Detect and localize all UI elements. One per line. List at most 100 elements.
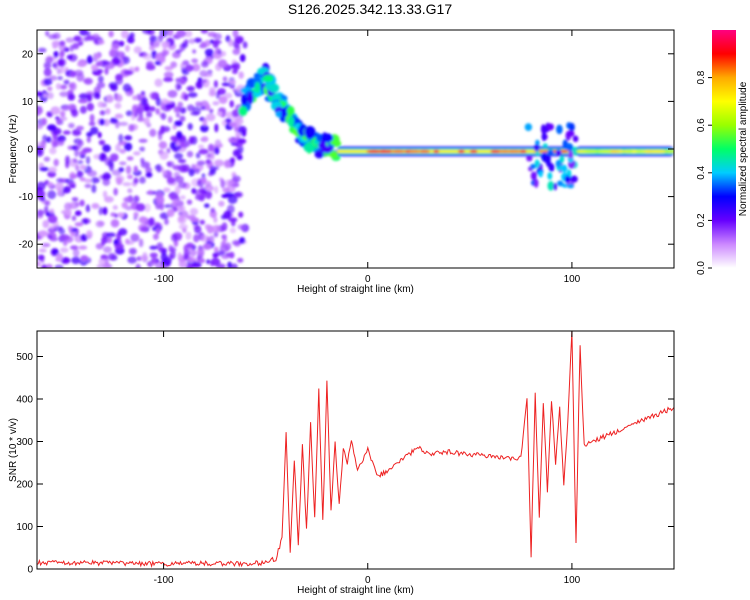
heatmap-cell [119,148,126,154]
heatmap-cell [213,230,219,238]
heatmap-cell [114,102,122,109]
heatmap-cell [533,144,540,152]
heatmap-cell [143,117,150,125]
heatmap-cell [262,74,274,83]
heatmap-cell [228,217,238,223]
heatmap-cell [205,259,211,265]
heatmap-cell [218,200,225,207]
heatmap-cell [189,207,199,216]
heatmap-cell [213,146,220,155]
heatmap-cell [230,263,238,268]
heatmap-cell [170,196,181,202]
snr-y-tick-label: 200 [16,480,33,491]
heatmap-cell [54,182,64,192]
heatmap-cell [38,248,47,253]
heatmap-cell [64,202,72,211]
heatmap-cell [85,230,93,239]
heatmap-cell [108,49,117,58]
heatmap-cell [178,215,185,223]
heatmap-cell [145,64,156,71]
heatmap-cell [237,224,245,230]
heatmap-cell [45,56,54,64]
heatmap-cell [609,149,620,153]
heatmap-cell [227,195,238,204]
heatmap-cell [89,113,95,123]
heatmap-cell [585,149,599,153]
heatmap-cell [44,200,51,207]
heatmap-cell [166,147,171,154]
heatmap-cell [560,164,568,173]
heatmap-cell [231,239,242,246]
heatmap-cell [222,76,228,82]
heatmap-cell [172,199,179,205]
heatmap-cell [218,143,223,148]
snr-x-tick-label: 100 [564,575,581,586]
heatmap-cell [96,264,107,268]
heatmap-cell [145,111,153,118]
heatmap-cell [163,204,173,209]
heatmap-cell [159,151,169,160]
heatmap-cell [135,107,144,115]
heatmap-cell [75,201,80,208]
heatmap-cell [78,98,88,104]
heatmap-cell [176,30,186,38]
heatmap-cell [210,151,215,161]
heatmap-cell [214,123,219,133]
heatmap-cell [161,257,172,266]
heatmap-cell [75,164,80,172]
heatmap-cell [190,111,200,116]
heatmap-cell [174,175,184,184]
heatmap-cell [175,112,181,118]
heatmap-cell [86,30,91,37]
heatmap-cell [107,159,114,168]
heatmap-cell [555,159,561,168]
heatmap-cell [45,30,50,37]
heatmap-cell [46,181,54,188]
heatmap-cell [65,155,70,165]
heatmap-cell [97,101,104,108]
heatmap-cell [665,149,674,153]
heatmap-cell [191,187,197,195]
heatmap-cell [526,155,533,162]
heatmap-cell [546,149,555,156]
heatmap-cell [74,69,84,76]
heatmap-cell [154,78,163,87]
heatmap-cell [200,234,210,243]
heatmap-cell [193,234,200,243]
heatmap-cell [71,197,79,202]
heatmap-cell [133,211,139,218]
heatmap-cell [216,250,226,257]
heatmap-cell [170,135,179,142]
heatmap-cell [86,136,91,143]
heatmap-cell [110,212,116,217]
heatmap-cell [188,136,195,144]
heatmap-cell [37,106,43,115]
heatmap-cell [162,170,167,176]
heatmap-cell [43,68,52,77]
heatmap-cell [214,47,222,55]
heatmap-cell [205,103,211,111]
heatmap-cell [98,258,107,265]
heatmap-cell [117,212,125,218]
heatmap-cell [37,146,42,155]
heatmap-cell [566,130,575,137]
heatmap-cell [55,83,62,90]
heatmap-cell [221,254,230,260]
heatmap-cell [138,216,148,224]
colorbar-tick-label: 0.8 [696,70,707,84]
heatmap-cell [391,149,406,153]
heatmap-cell [102,206,108,216]
heatmap-cell [205,190,213,200]
heatmap-cell [185,264,195,268]
heatmap-cell [79,177,86,182]
heatmap-cell [86,56,93,65]
heatmap-cell [168,244,174,253]
heatmap-cell [229,157,236,164]
heatmap-cell [155,108,160,115]
heatmap-cell [241,93,248,106]
heatmap-cell [220,240,226,248]
heatmap-cell [203,72,213,78]
heatmap-cell [69,173,78,179]
heatmap-cell [48,166,58,173]
